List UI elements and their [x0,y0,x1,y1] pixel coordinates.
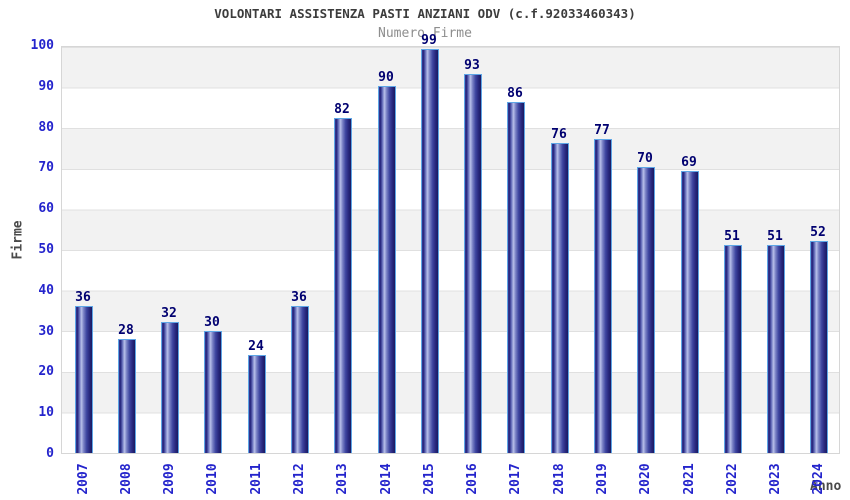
x-tick-label: 2021 [682,463,697,495]
bar-2018 [551,143,569,453]
x-tick-label: 2010 [205,463,220,495]
x-tick-label: 2013 [335,463,350,495]
x-tick-label: 2017 [508,463,523,495]
bar-value-label: 82 [334,102,350,117]
bar-value-label: 70 [637,151,653,166]
bar-2021 [681,171,699,453]
x-tick-label: 2009 [162,463,177,495]
y-tick-label: 10 [38,405,54,421]
bar-value-label: 30 [204,315,220,330]
x-tick-label: 2008 [119,463,134,495]
bar-2011 [248,355,266,453]
bar-value-label: 32 [161,306,177,321]
bar-2016 [464,74,482,453]
bar-2023 [767,245,785,453]
y-tick-label: 90 [38,78,54,94]
y-tick-label: 0 [46,446,54,461]
x-tick-label: 2016 [465,463,480,495]
bar-2009 [161,322,179,453]
bar-value-label: 77 [594,123,610,138]
bar-value-label: 76 [551,127,567,142]
bar-2017 [507,102,525,453]
x-tick-label: 2019 [595,463,610,495]
x-tick-label: 2024 [811,463,826,495]
bar-value-label: 93 [464,58,480,73]
bar-value-label: 51 [767,229,783,244]
y-tick-label: 20 [38,364,54,380]
bar-value-label: 36 [75,290,91,305]
bar-2019 [594,139,612,453]
bar-2014 [378,86,396,453]
y-tick-label: 80 [38,119,54,135]
x-tick-label: 2018 [552,463,567,495]
bar-2020 [637,167,655,453]
y-tick-label: 70 [38,160,54,176]
bar-value-label: 86 [507,86,523,101]
bar-2010 [204,331,222,453]
chart-subtitle: Numero Firme [378,26,472,41]
x-tick-label: 2007 [76,463,91,495]
x-tick-label: 2011 [249,463,264,495]
chart-title: VOLONTARI ASSISTENZA PASTI ANZIANI ODV (… [214,6,636,21]
x-tick-label: 2012 [292,463,307,495]
x-tick-label: 2020 [638,463,653,495]
plot-area [61,46,840,454]
y-tick-label: 100 [30,38,54,53]
bar-2008 [118,339,136,453]
x-tick-label: 2022 [725,463,740,495]
bar-2015 [421,49,439,453]
bar-value-label: 51 [724,229,740,244]
bar-value-label: 90 [378,70,394,85]
y-tick-label: 60 [38,201,54,217]
x-tick-label: 2015 [422,463,437,495]
y-tick-label: 30 [38,323,54,339]
bar-2012 [291,306,309,453]
bar-2013 [334,118,352,453]
y-tick-label: 50 [38,242,54,257]
y-tick-label: 40 [38,282,54,298]
bar-value-label: 52 [810,225,826,240]
x-axis-title: Anno [810,479,842,494]
bar-value-label: 99 [421,33,437,48]
x-tick-label: 2014 [379,463,394,495]
bar-2022 [724,245,742,453]
bar-value-label: 69 [681,155,697,170]
bar-2007 [75,306,93,453]
bar-2024 [810,241,828,453]
x-tick-label: 2023 [768,463,783,495]
bar-value-label: 24 [248,339,264,354]
bar-value-label: 28 [118,323,134,338]
bar-value-label: 36 [291,290,307,305]
